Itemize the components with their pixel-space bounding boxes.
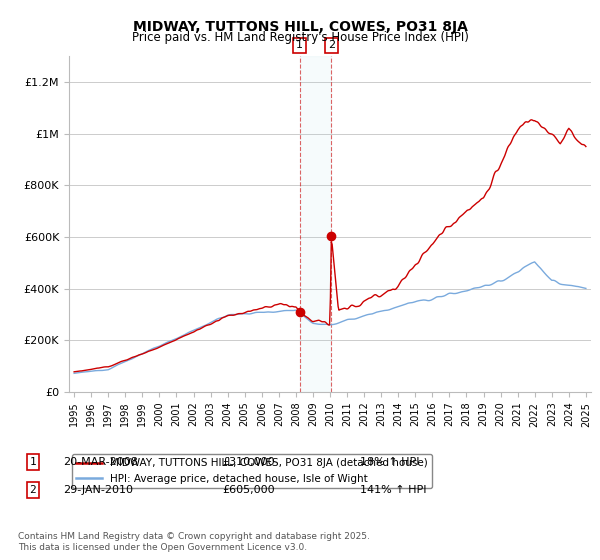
Text: 2: 2 — [29, 485, 37, 495]
Text: £310,000: £310,000 — [222, 457, 275, 467]
Bar — [299, 56, 331, 392]
Text: Contains HM Land Registry data © Crown copyright and database right 2025.
This d: Contains HM Land Registry data © Crown c… — [18, 532, 370, 552]
Text: MIDWAY, TUTTONS HILL, COWES, PO31 8JA: MIDWAY, TUTTONS HILL, COWES, PO31 8JA — [133, 20, 467, 34]
Text: 29-JAN-2010: 29-JAN-2010 — [63, 485, 133, 495]
Text: 20-MAR-2008: 20-MAR-2008 — [63, 457, 138, 467]
Text: 1: 1 — [296, 40, 303, 50]
Text: 18% ↑ HPI: 18% ↑ HPI — [360, 457, 419, 467]
Text: 141% ↑ HPI: 141% ↑ HPI — [360, 485, 427, 495]
Text: Price paid vs. HM Land Registry's House Price Index (HPI): Price paid vs. HM Land Registry's House … — [131, 31, 469, 44]
Text: £605,000: £605,000 — [222, 485, 275, 495]
Text: 1: 1 — [29, 457, 37, 467]
Legend: MIDWAY, TUTTONS HILL, COWES, PO31 8JA (detached house), HPI: Average price, deta: MIDWAY, TUTTONS HILL, COWES, PO31 8JA (d… — [71, 454, 432, 488]
Text: 2: 2 — [328, 40, 335, 50]
